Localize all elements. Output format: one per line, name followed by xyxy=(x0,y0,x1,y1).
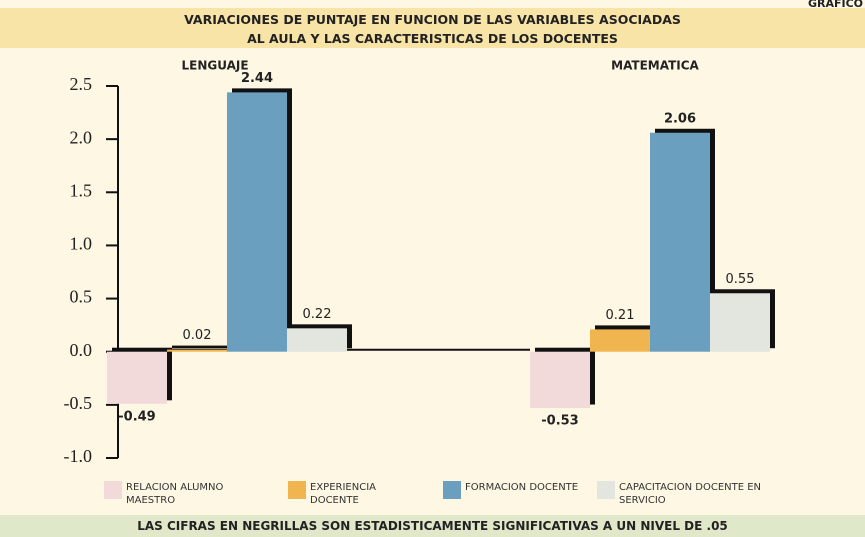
legend-label: EXPERIENCIA DOCENTE xyxy=(310,482,376,506)
title-band: VARIACIONES DE PUNTAJE EN FUNCION DE LAS… xyxy=(0,8,865,48)
category-label: LENGUAJE xyxy=(181,59,248,73)
bar xyxy=(287,328,347,352)
chart: -1.0 -0.5 0.0 0.5 1.0 1.5 2.0 2.5 LENGUAJE -0.49 0… xyxy=(64,59,775,466)
value-label: 0.55 xyxy=(726,272,755,287)
y-tick-label: 2.0 xyxy=(70,127,93,147)
legend-swatch xyxy=(597,481,615,499)
y-tick-label: 2.5 xyxy=(70,74,93,94)
value-label: 0.21 xyxy=(606,308,635,323)
y-tick-label: 1.0 xyxy=(70,234,93,254)
bar xyxy=(530,351,590,409)
legend-label: CAPACITACION DOCENTE EN SERVICIO xyxy=(619,482,762,506)
value-label: 2.06 xyxy=(664,111,696,126)
title-line: AL AULA Y LAS CARACTERISTICAS DE LOS DOC… xyxy=(247,31,618,46)
bar xyxy=(227,92,287,352)
category-label: MATEMATICA xyxy=(611,59,699,73)
bar xyxy=(650,132,710,352)
y-tick-label: 0.5 xyxy=(70,287,93,307)
title-line: VARIACIONES DE PUNTAJE EN FUNCION DE LAS… xyxy=(184,12,681,27)
value-label: 0.22 xyxy=(303,307,332,322)
bar xyxy=(590,329,650,352)
value-label: 2.44 xyxy=(241,71,273,86)
bar xyxy=(710,293,770,352)
legend-swatch xyxy=(288,481,306,499)
corner-label: GRAFICO xyxy=(807,0,863,10)
y-tick-label: -0.5 xyxy=(64,393,93,413)
legend-label: FORMACION DOCENTE xyxy=(465,482,579,493)
y-tick-label: -1.0 xyxy=(64,446,93,466)
footnote: LAS CIFRAS EN NEGRILLAS SON ESTADISTICAM… xyxy=(0,515,865,537)
legend-swatch xyxy=(104,481,122,499)
legend-swatch xyxy=(443,481,461,499)
y-tick-label: 0.0 xyxy=(70,340,93,360)
legend-label: RELACION ALUMNO MAESTRO xyxy=(126,482,224,506)
value-label: 0.02 xyxy=(183,328,212,343)
bar xyxy=(107,351,167,404)
bar xyxy=(167,349,227,352)
y-tick-label: 1.5 xyxy=(70,180,93,200)
bar-shadow xyxy=(172,345,232,349)
value-label: -0.49 xyxy=(118,409,155,424)
value-label: -0.53 xyxy=(541,414,578,429)
